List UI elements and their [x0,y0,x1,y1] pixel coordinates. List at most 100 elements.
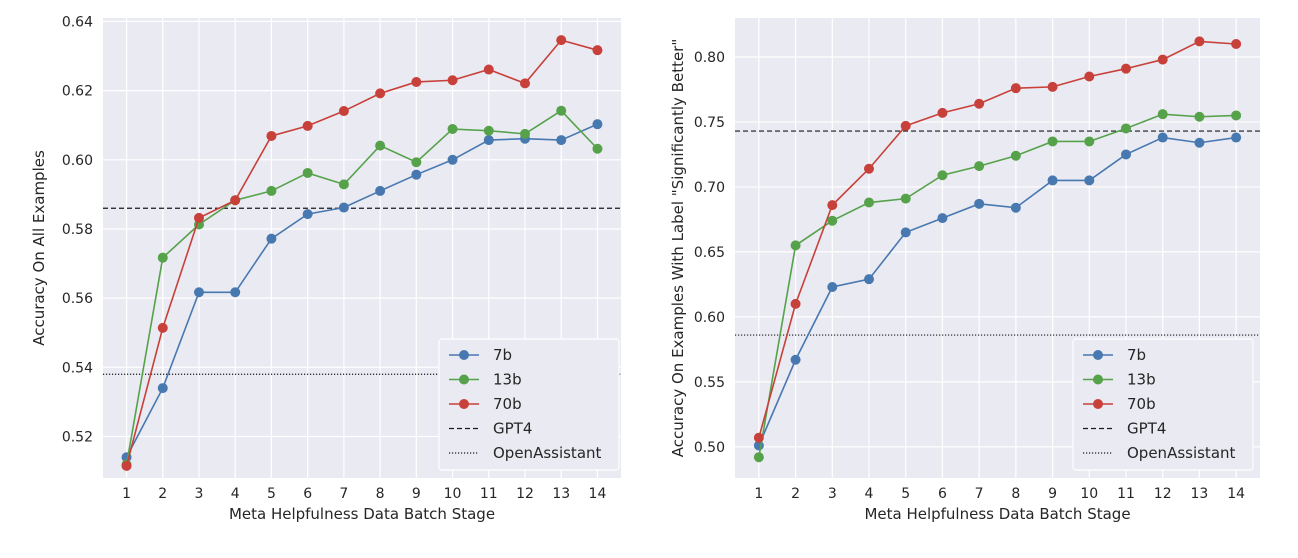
data-point [1194,111,1205,122]
x-tick-label: 10 [1080,486,1098,502]
legend-label: OpenAssistant [1127,444,1236,462]
x-tick-label: 12 [516,486,534,502]
data-point [592,45,603,56]
x-tick-label: 7 [975,486,984,502]
legend-label: GPT4 [493,420,532,438]
x-tick-label: 11 [480,486,498,502]
y-tick-label: 0.56 [62,291,93,307]
data-point [827,215,838,226]
data-point [193,212,204,223]
x-tick-label: 1 [754,486,763,502]
legend-label: OpenAssistant [493,444,602,462]
y-tick-label: 0.64 [62,14,93,30]
data-point [1047,136,1058,147]
legend-entry: 7b [1083,346,1146,364]
x-tick-label: 3 [195,486,204,502]
data-point [1157,132,1168,143]
data-point [483,125,494,136]
data-point [900,227,911,238]
data-point [520,128,531,139]
data-point [864,197,875,208]
legend-label: 70b [493,395,522,413]
legend-label: 13b [493,371,522,389]
data-point [447,124,458,135]
data-point [266,185,277,196]
data-point [1231,38,1242,49]
legend-swatch-marker [459,399,469,409]
data-point [302,209,313,220]
x-tick-label: 5 [267,486,276,502]
legend-box [1072,338,1254,471]
x-tick-label: 8 [1011,486,1020,502]
legend-entry: OpenAssistant [1083,444,1236,462]
legend-swatch-marker [459,374,469,385]
y-tick-label: 0.58 [62,222,93,238]
series-line [758,40,1237,438]
data-point [556,135,567,146]
legend: 7b 13b 70b GPT4 OpenAssistant [1072,338,1254,471]
data-point [230,287,241,298]
data-point [1047,175,1058,186]
legend-label: 13b [1127,371,1156,389]
y-tick-label: 0.60 [694,310,725,326]
legend-swatch-marker [459,350,469,360]
chart-left: 1 2 3 4 5 6 7 8 9 10 11 12 13 140.520.540.560.580.600… [30,14,621,523]
y-tick-label: 0.50 [694,440,725,456]
data-point [230,195,241,206]
data-point [157,383,168,394]
legend-label: 7b [493,346,512,364]
data-point [827,281,838,292]
data-point [592,119,603,130]
y-tick-label: 0.65 [694,245,725,261]
x-tick-label: 1 [122,486,131,502]
series-line [125,109,599,465]
data-point [556,35,567,46]
data-point [790,298,801,309]
data-point [483,64,494,75]
data-point [900,193,911,204]
x-tick-label: 10 [444,486,462,502]
data-point [338,202,349,213]
legend-entry: 70b [1083,395,1156,413]
legend-label: GPT4 [1127,420,1166,438]
series-line [125,39,598,467]
legend-entry: OpenAssistant [449,444,602,462]
y-tick-label: 0.80 [694,50,725,66]
data-point [1010,83,1021,94]
data-point [1047,81,1058,92]
data-point [937,213,948,224]
data-point [1194,137,1205,148]
x-tick-label: 4 [231,486,240,502]
series-line [758,136,1237,446]
series-line [125,123,598,458]
data-point [266,233,277,244]
y-axis-label: Accuracy On All Examples [30,150,48,346]
data-point [411,157,422,168]
data-point [1084,136,1095,147]
data-point [411,169,422,180]
x-tick-label: 14 [589,486,607,502]
x-tick-label: 9 [1048,486,1057,502]
series-70b [121,35,603,471]
data-point [375,88,386,99]
data-point [520,78,531,89]
data-point [753,432,764,443]
data-point [302,120,313,131]
y-tick-label: 0.62 [62,84,93,100]
chart-right: 1 2 3 4 5 6 7 8 9 10 11 12 13 140.500.550.600.650.700… [669,18,1260,523]
series-line [758,113,1237,458]
data-point [447,75,458,86]
data-point [974,198,985,209]
data-point [1120,149,1131,160]
legend-entry: 13b [1083,371,1156,389]
x-tick-label: 13 [1191,486,1209,502]
data-point [375,185,386,196]
data-point [266,130,277,141]
data-point [556,105,567,116]
data-point [753,452,764,463]
data-point [974,98,985,109]
data-point [1010,202,1021,213]
legend-label: 70b [1127,395,1156,413]
series-70b [753,36,1242,443]
y-tick-label: 0.55 [694,375,725,391]
